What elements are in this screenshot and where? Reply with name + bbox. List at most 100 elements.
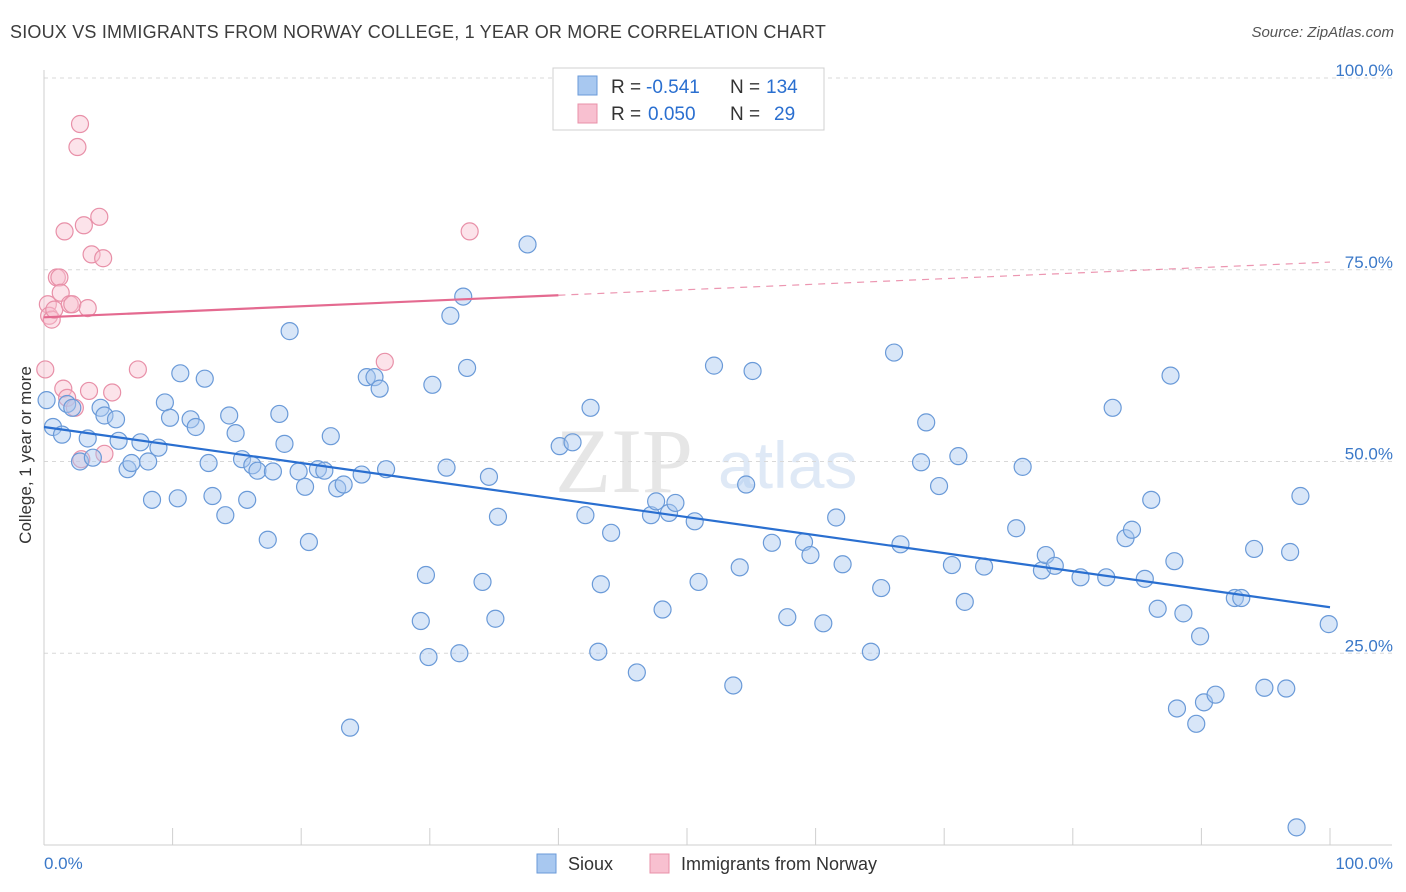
y-tick-label: 50.0%	[1345, 445, 1393, 464]
sioux-point	[827, 508, 846, 527]
norway-point	[63, 295, 82, 314]
sioux-point	[83, 448, 102, 467]
norway-point	[94, 249, 113, 268]
sioux-point	[109, 431, 128, 450]
sioux-point	[1174, 604, 1193, 623]
stats-legend: R = -0.541 N = 134 R = 0.050 N = 29	[552, 67, 825, 131]
sioux-point	[295, 477, 315, 496]
sioux-point	[949, 447, 968, 466]
norway-point	[95, 444, 114, 463]
sioux-point	[917, 413, 936, 432]
sioux-point	[168, 489, 187, 508]
sioux-point	[929, 476, 949, 496]
norway-point	[55, 222, 74, 241]
sioux-point	[142, 490, 162, 509]
legend-swatch-norway	[577, 103, 598, 124]
sioux-point	[1165, 552, 1184, 571]
norway-point	[103, 383, 122, 402]
norway-point	[460, 222, 479, 241]
sioux-point	[762, 533, 781, 552]
sioux-point	[450, 644, 469, 663]
sioux-point	[423, 375, 442, 394]
sioux-point	[1206, 685, 1225, 704]
sioux-point	[340, 718, 360, 737]
sioux-point	[1122, 520, 1142, 539]
norway-trend-line	[43, 294, 559, 319]
sioux-point	[861, 642, 880, 661]
sioux-point	[263, 462, 283, 481]
norway-point	[54, 379, 73, 398]
sioux-point	[203, 486, 222, 506]
sioux-point	[814, 614, 833, 633]
sioux-point	[155, 393, 174, 412]
norway-point	[375, 352, 394, 371]
sioux-point	[704, 356, 724, 375]
sioux-point	[334, 475, 353, 494]
sioux-point	[563, 433, 582, 452]
bottom-legend-label-norway: Immigrants from Norway	[681, 854, 877, 874]
legend-n-label-sioux: N =	[730, 77, 760, 98]
norway-point	[90, 207, 109, 226]
sioux-point	[1277, 679, 1296, 698]
legend-n-label-norway: N =	[730, 104, 760, 125]
norway-point	[70, 114, 90, 134]
sioux-point	[1142, 490, 1161, 509]
sioux-point	[884, 343, 904, 362]
legend-swatch-sioux	[577, 75, 598, 96]
sioux-point	[1291, 486, 1310, 506]
sioux-point	[1135, 569, 1154, 588]
series-norway-points	[36, 114, 479, 469]
sioux-point	[454, 287, 473, 306]
sioux-point	[1245, 539, 1264, 559]
chart-title: SIOUX VS IMMIGRANTS FROM NORWAY COLLEGE,…	[10, 22, 827, 42]
legend-r-label-sioux: R =	[611, 77, 641, 98]
sioux-point	[833, 555, 852, 574]
sioux-point	[171, 364, 190, 383]
sioux-point	[872, 578, 891, 598]
sioux-point	[321, 427, 340, 446]
sioux-point	[891, 535, 910, 554]
norway-point	[128, 360, 147, 379]
x-ticks	[43, 828, 1331, 845]
sioux-point	[352, 465, 371, 484]
sioux-point	[226, 424, 245, 443]
sioux-point	[488, 507, 508, 526]
sioux-point	[685, 512, 704, 531]
sioux-point	[1045, 556, 1064, 575]
sioux-point	[589, 642, 608, 661]
sioux-point	[186, 417, 205, 437]
y-tick-label: 100.0%	[1335, 61, 1393, 80]
series-legend: Sioux Immigrants from Norway	[536, 853, 877, 874]
sioux-point	[370, 379, 389, 398]
sioux-point	[365, 368, 384, 387]
norway-point	[68, 137, 87, 157]
source-label: Source: ZipAtlas.com	[1251, 24, 1394, 41]
sioux-point	[1255, 678, 1274, 697]
norway-point	[36, 360, 55, 379]
sioux-point	[238, 490, 257, 509]
sioux-point	[486, 609, 505, 628]
norway-trend-line-extension	[558, 261, 1331, 296]
sioux-point	[1281, 542, 1300, 562]
sioux-point	[199, 453, 218, 473]
sioux-point	[248, 461, 267, 480]
sioux-point	[1287, 818, 1306, 837]
legend-r-value-norway: 0.050	[648, 104, 696, 125]
sioux-point	[139, 452, 158, 471]
watermark-atlas: atlas	[718, 428, 857, 502]
sioux-point	[1187, 714, 1206, 733]
series-sioux-points	[37, 235, 1338, 837]
sioux-point	[289, 462, 308, 481]
bottom-legend-label-sioux: Sioux	[568, 854, 613, 874]
sioux-point	[479, 467, 499, 486]
trend-lines	[43, 261, 1331, 609]
sioux-point	[518, 235, 537, 254]
sioux-point	[63, 398, 82, 417]
sioux-point	[647, 492, 666, 511]
sioux-point	[778, 608, 797, 627]
sioux-point	[160, 408, 180, 427]
sioux-point	[1007, 519, 1026, 538]
sioux-point	[270, 404, 289, 424]
sioux-point	[280, 322, 299, 341]
sioux-point	[106, 410, 126, 429]
